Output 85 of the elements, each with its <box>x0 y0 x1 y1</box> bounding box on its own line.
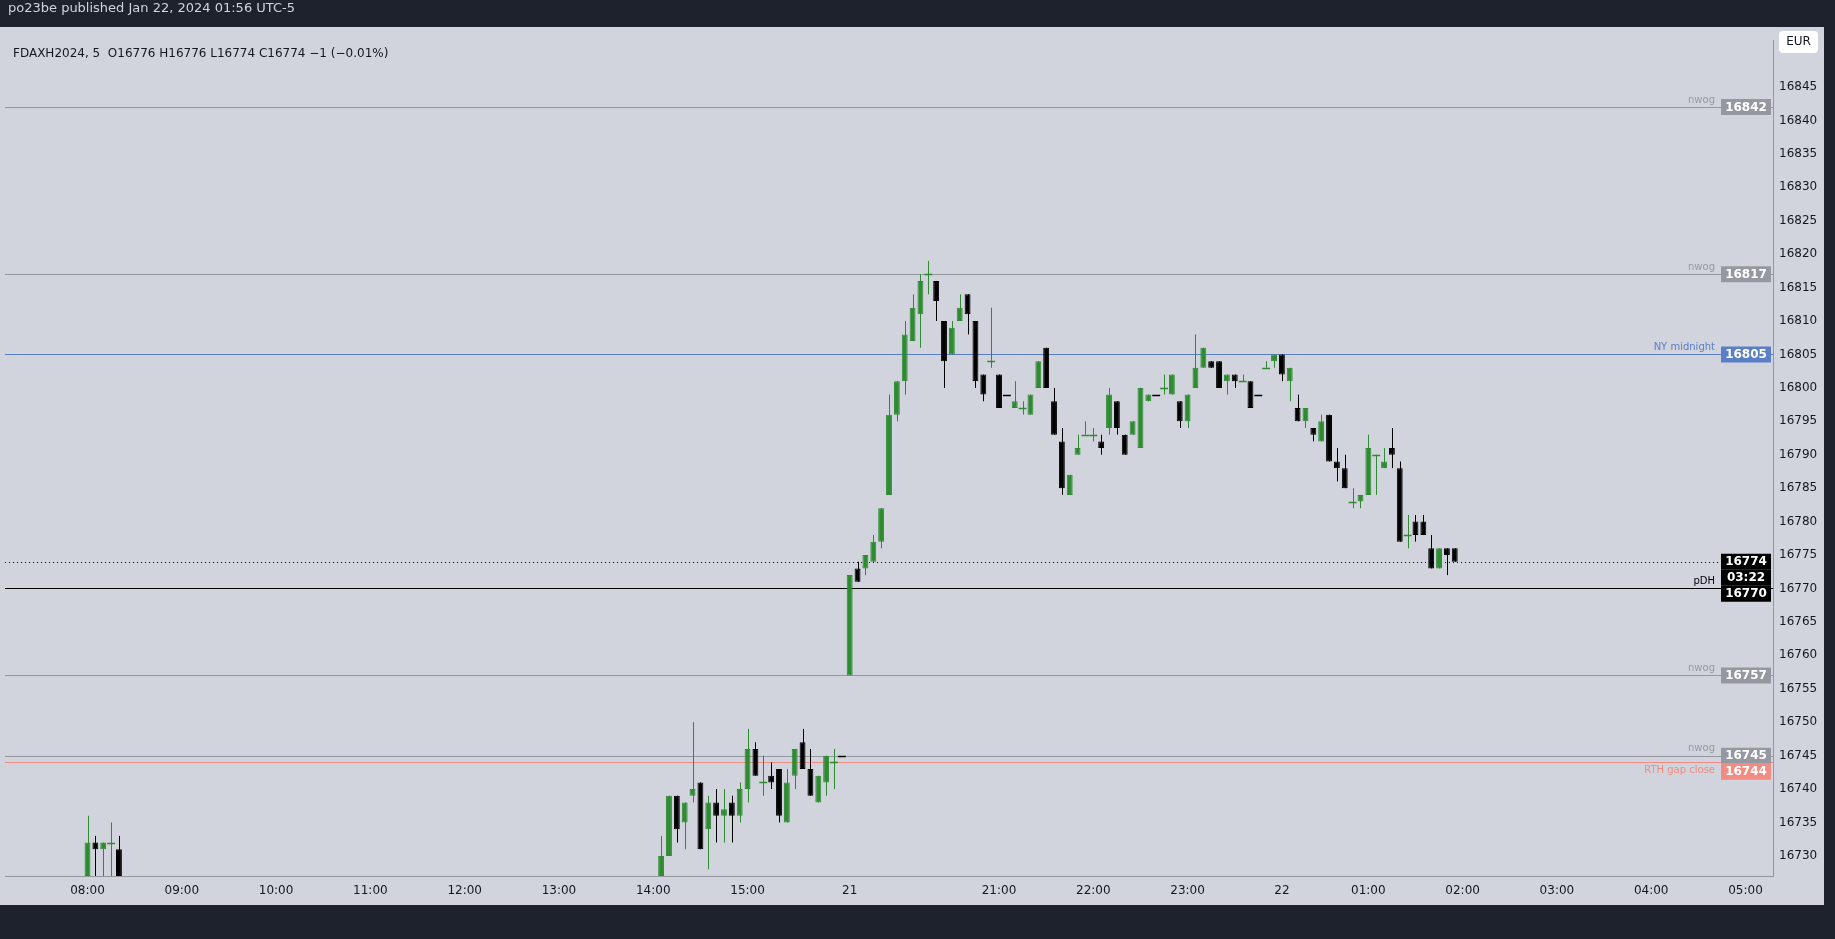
candlestick <box>1420 514 1427 536</box>
x-tick-label: 21:00 <box>981 883 1017 898</box>
y-tick-label: 16845 <box>1779 79 1818 94</box>
annotation: 03:22 <box>1726 570 1766 585</box>
y-tick-label: 16805 <box>1779 346 1818 361</box>
annotation: 16757 <box>1725 668 1767 683</box>
text: FDAXH2024, 5 O16776 H16776 L16774 C16774 −1 (−0.01%) <box>13 46 389 61</box>
y-tick-label: 16835 <box>1779 145 1818 160</box>
x-tick-label: 21 <box>842 883 858 898</box>
candlestick <box>1318 414 1325 442</box>
y-tick-label: 16830 <box>1779 179 1818 194</box>
x-tick-label: 03:00 <box>1539 883 1575 898</box>
y-tick-label: 16765 <box>1779 614 1818 629</box>
annotation: 16774 <box>1725 554 1767 569</box>
y-tick-label: 16825 <box>1779 212 1818 227</box>
candlestick <box>870 534 877 563</box>
y-tick-label: 16785 <box>1779 480 1818 495</box>
y-tick-label: 16840 <box>1779 112 1818 127</box>
y-tick-label: 16815 <box>1779 279 1818 294</box>
annotation: 16770 <box>1725 586 1767 601</box>
x-tick-label: 22 <box>1274 883 1290 898</box>
ref-line-label: nwog <box>1688 662 1715 673</box>
candlestick <box>1341 454 1348 489</box>
candlestick <box>1176 400 1183 429</box>
y-tick-label: 16790 <box>1779 446 1818 461</box>
candlestick <box>1286 367 1293 402</box>
x-tick-label: 22:00 <box>1076 883 1111 898</box>
candlestick <box>1011 380 1018 409</box>
ref-line-label: nwog <box>1688 260 1715 272</box>
ref-line-label: RTH gap close <box>1644 763 1715 775</box>
ref-line-label: nwog <box>1688 742 1715 754</box>
y-tick-label: 16755 <box>1779 680 1818 695</box>
y-tick-label: 16745 <box>1779 747 1818 762</box>
ref-line-label: nwog <box>1688 93 1715 105</box>
x-tick-label: 12:00 <box>447 883 482 898</box>
candlestick <box>728 795 735 844</box>
x-tick-label: 08:00 <box>70 883 105 898</box>
x-tick-label: 02:00 <box>1445 883 1480 898</box>
x-tick-label: 13:00 <box>541 883 577 898</box>
candlestick <box>980 374 987 402</box>
candlestick <box>964 293 971 335</box>
chart-title: po23be published Jan 22, 2024 01:56 UTC-5 <box>7 0 296 17</box>
y-tick-label: 16780 <box>1779 513 1818 528</box>
candlestick <box>933 280 940 322</box>
candlestick <box>1294 394 1301 422</box>
x-tick-label: 14:00 <box>635 883 671 898</box>
y-tick-label: 16775 <box>1779 547 1818 562</box>
annotation: 16817 <box>1725 266 1767 281</box>
x-tick-label: 09:00 <box>164 883 200 898</box>
y-tick-label: 16810 <box>1779 313 1818 328</box>
ref-line-label: NY midnight <box>1653 341 1716 353</box>
x-tick-label: 10:00 <box>258 883 294 898</box>
x-tick-label: 05:00 <box>1728 883 1763 898</box>
candlestick <box>713 788 720 844</box>
annotation: 16744 <box>1725 764 1767 779</box>
x-tick-label: 11:00 <box>353 883 388 898</box>
x-tick-label: 01:00 <box>1351 883 1386 898</box>
candlestick <box>658 835 665 876</box>
y-tick-label: 16750 <box>1779 714 1818 729</box>
y-tick-label: 16820 <box>1779 246 1818 261</box>
y-tick-label: 16740 <box>1779 781 1818 796</box>
candlestick <box>862 554 869 576</box>
x-tick-label: 04:00 <box>1633 883 1669 898</box>
y-axis-title: EUR <box>1786 34 1811 49</box>
candlestick <box>1278 353 1285 382</box>
candlestick <box>1333 447 1340 482</box>
candlestick <box>1428 534 1435 569</box>
y-tick-label: 16770 <box>1779 580 1818 595</box>
ref-line-label: pDH <box>1693 575 1715 587</box>
y-tick-label: 16760 <box>1779 647 1818 662</box>
x-tick-label: 15:00 <box>730 883 765 898</box>
y-tick-label: 16735 <box>1779 814 1818 829</box>
y-tick-label: 16795 <box>1779 413 1818 428</box>
x-tick-label: 23:00 <box>1170 883 1205 898</box>
annotation: 16745 <box>1725 748 1767 763</box>
candlestick <box>1098 434 1105 456</box>
candlestick <box>956 293 963 322</box>
y-tick-label: 16800 <box>1779 380 1818 395</box>
annotation: 16842 <box>1725 99 1767 114</box>
candlestick <box>681 801 688 850</box>
annotation: 16805 <box>1725 347 1767 362</box>
y-tick-label: 16730 <box>1779 848 1818 863</box>
candlestick <box>721 788 727 844</box>
candlestick <box>689 721 696 803</box>
candlestick <box>1388 427 1395 469</box>
